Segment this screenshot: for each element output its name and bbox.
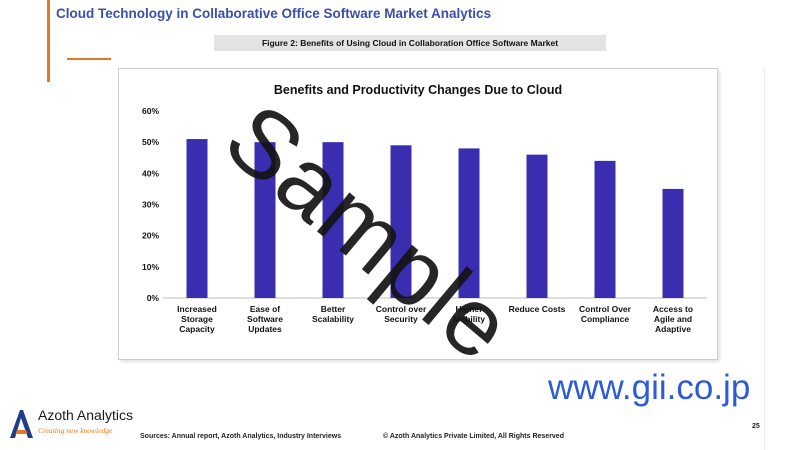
bar-3 [322,142,344,298]
header-accent-bar [47,0,50,82]
azoth-logo-icon [10,410,33,438]
y-tick-label: 0% [147,293,160,303]
y-tick-label: 60% [142,106,159,116]
bar-6 [526,154,548,298]
x-tick-label: Control over Security [376,304,427,324]
bar-8 [662,188,684,298]
company-logo: Azoth Analytics Creating new knowledge [8,404,133,444]
page-number: 25 [752,423,760,430]
url-watermark: www.gii.co.jp [548,368,751,407]
x-tick-label: Control Over Compliance [579,304,632,324]
y-tick-label: 40% [142,168,159,178]
x-tick-label: Ease of Software Updates [247,304,283,334]
logo-tagline: Creating new knowledge [38,426,113,435]
header-accent-rule [67,58,111,60]
footer-sources: Sources: Annual report, Azoth Analytics,… [140,433,342,440]
bar-1 [186,139,208,298]
bar-5 [458,148,480,298]
chart-container: Benefits and Productivity Changes Due to… [118,68,718,360]
y-tick-label: 50% [142,137,159,147]
x-tick-label: Better Scalability [312,304,354,324]
y-tick-label: 20% [142,231,159,241]
chart-title: Benefits and Productivity Changes Due to… [274,83,562,97]
y-tick-label: 10% [142,262,159,272]
bar-4 [390,145,412,298]
footer-copyright: © Azoth Analytics Private Limited, All R… [383,433,564,440]
logo-name: Azoth Analytics [38,407,133,423]
bar-2 [254,142,276,298]
y-tick-label: 30% [142,200,159,210]
bar-7 [594,160,616,298]
x-tick-label: Increased Storage Capacity [177,304,217,334]
bar-chart: Benefits and Productivity Changes Due to… [142,83,707,334]
figure-caption: Figure 2: Benefits of Using Cloud in Col… [214,35,606,51]
x-tick-label: Higher Mobility [453,304,485,324]
x-tick-label: Reduce Costs [509,304,566,314]
x-tick-label: Access to Agile and Adaptive [653,304,693,334]
right-divider [764,68,765,450]
page-title: Cloud Technology in Collaborative Office… [56,6,492,21]
